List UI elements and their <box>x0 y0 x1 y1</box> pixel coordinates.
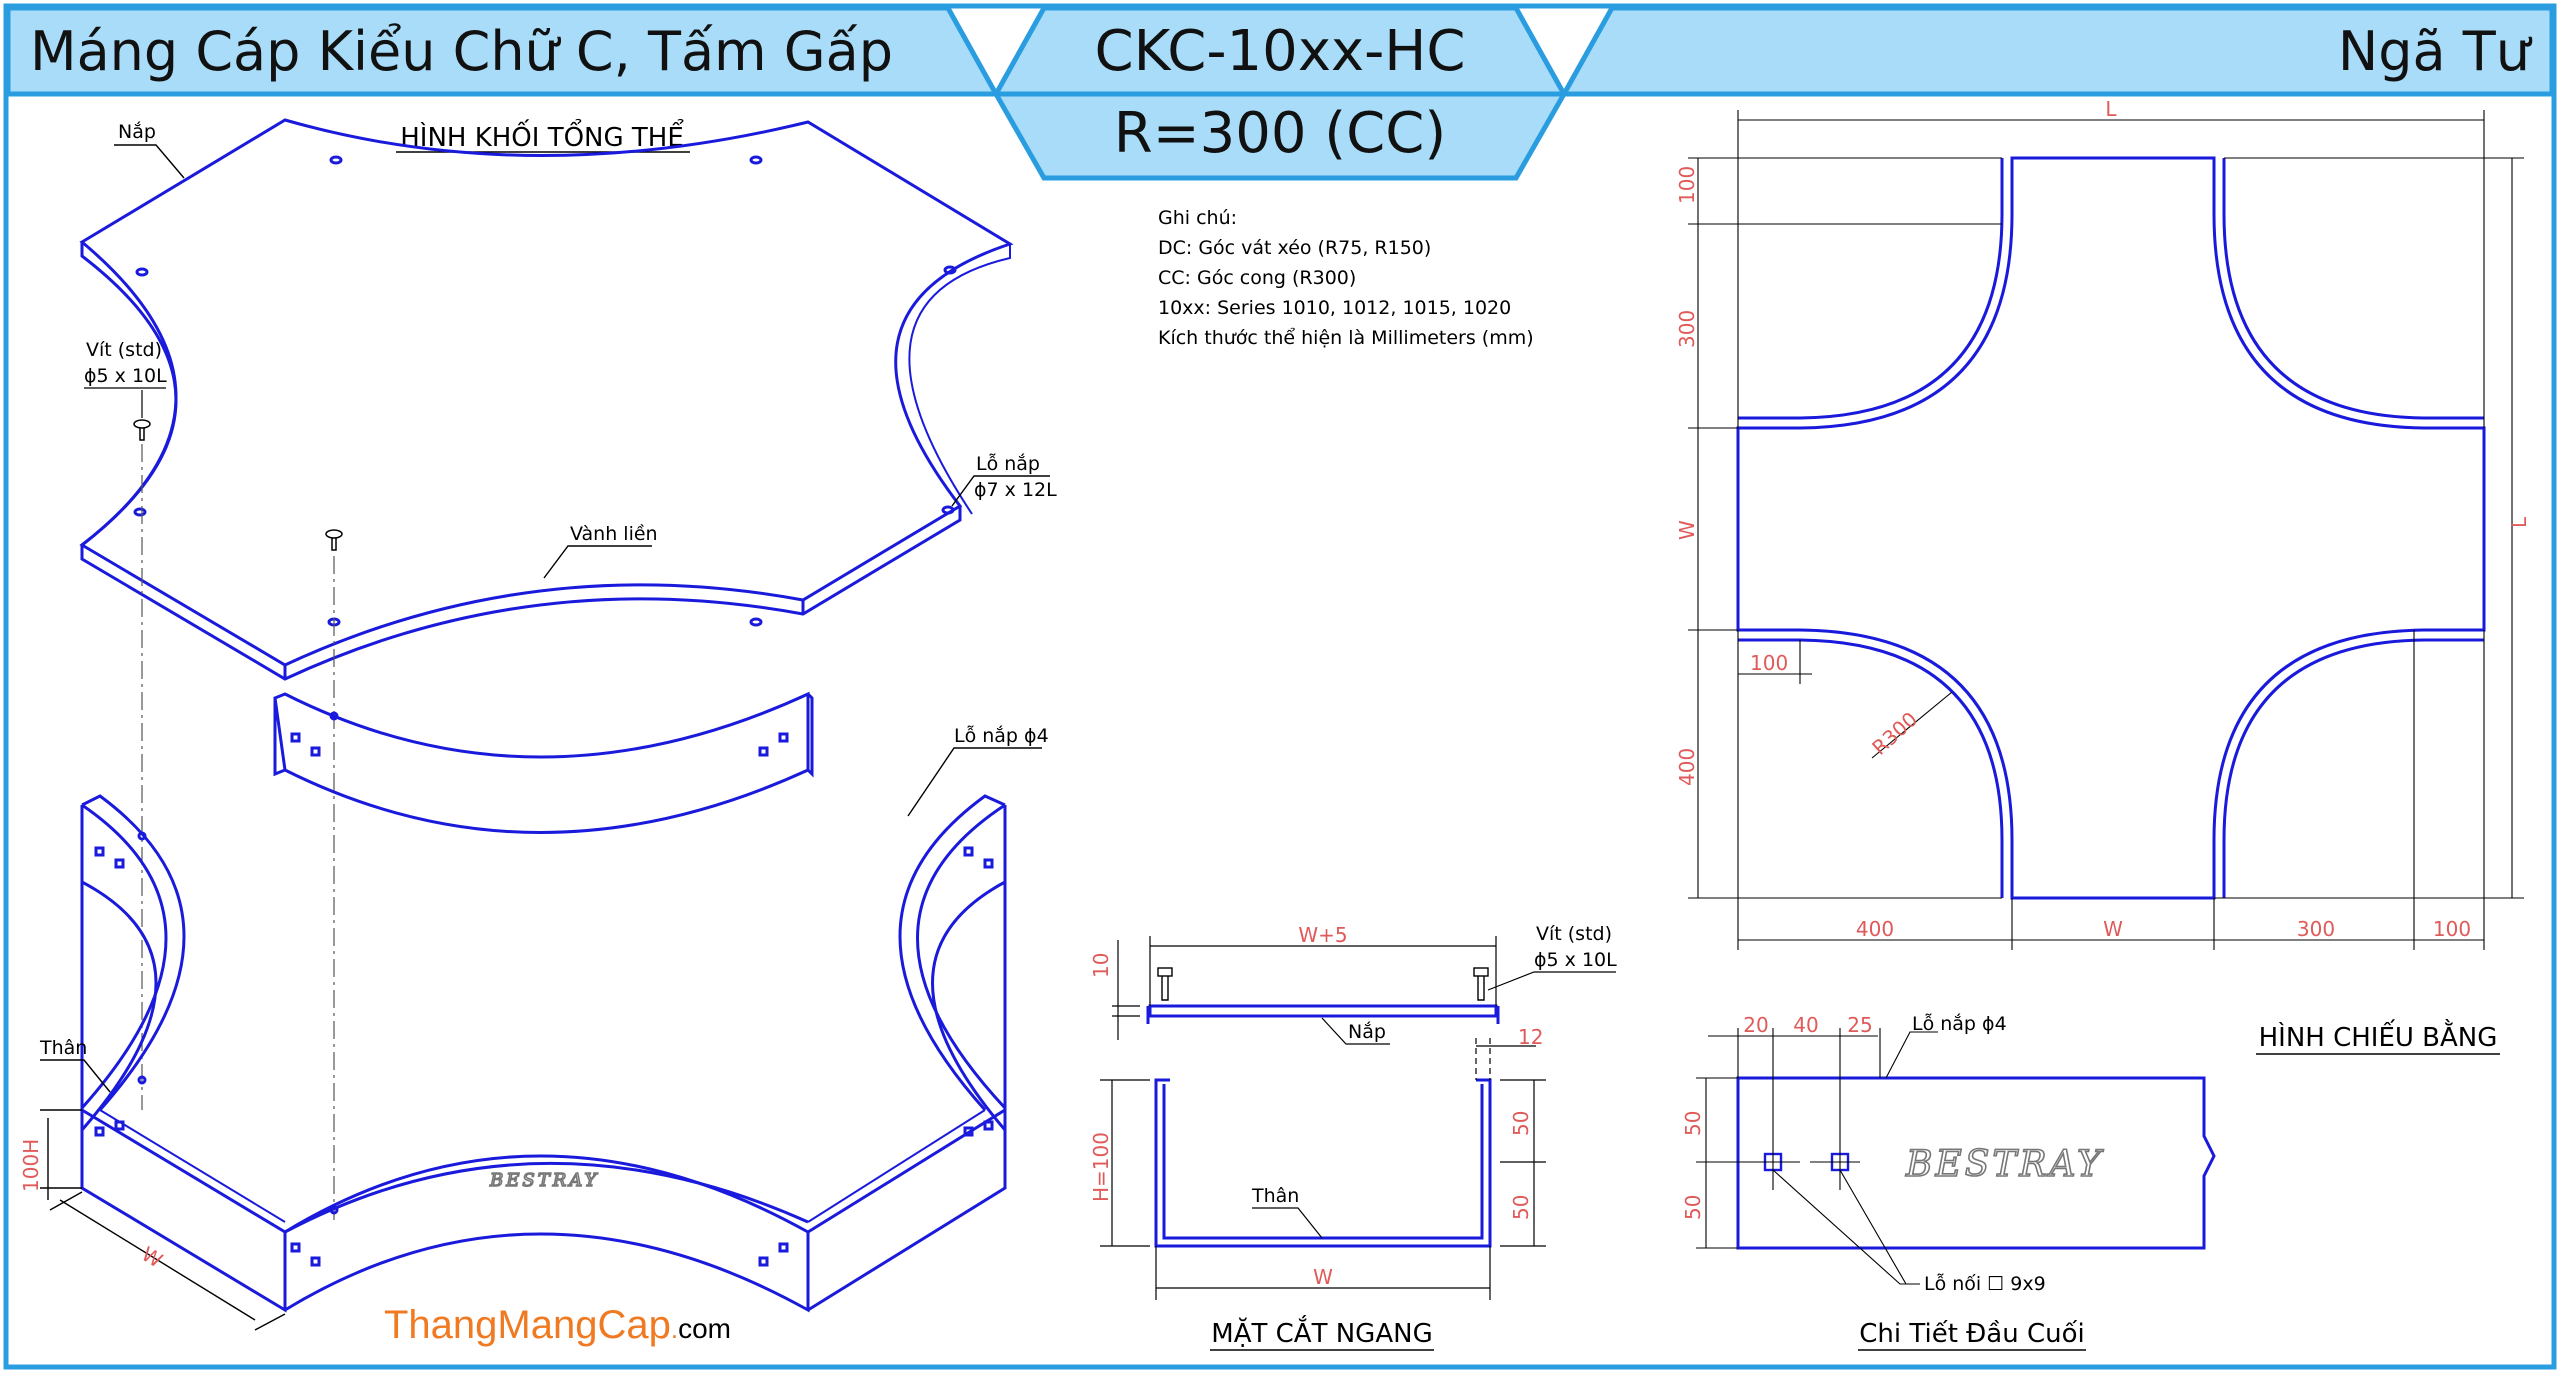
left-title: Máng Cáp Kiểu Chữ C, Tấm Gấp <box>30 20 893 83</box>
detail-dim-25: 25 <box>1847 1013 1872 1037</box>
plan-dimensions <box>1688 110 2524 950</box>
body-leader <box>40 1059 111 1093</box>
iso-dimensions <box>40 1109 286 1331</box>
detail-dim-40: 40 <box>1793 1013 1818 1037</box>
right-title: Ngã Tư <box>2338 20 2533 83</box>
brand-dot: . <box>671 1314 678 1344</box>
section-cover-label: Nắp <box>1348 1020 1386 1043</box>
body-hole-leader <box>907 747 1042 817</box>
section-profile <box>1146 1004 1500 1248</box>
cover-hole-leader <box>951 475 1050 507</box>
end-detail-view: 20 40 25 Lỗ nắp ϕ4 50 50 BESTRAY Lỗ nối … <box>1681 1012 2216 1351</box>
detail-dim-50a: 50 <box>1681 1111 1705 1136</box>
cover-leader <box>114 144 185 179</box>
iso-screw-label-2: ϕ5 x 10L <box>84 365 167 387</box>
plan-dim-100-bottom: 100 <box>2433 917 2471 941</box>
brand-wordmark: ThangMangCap.com <box>384 1303 731 1347</box>
plan-dim-r: R300 <box>1867 707 1922 760</box>
section-cover-leader <box>1321 1017 1390 1045</box>
detail-logo: BESTRAY <box>1905 1144 2104 1185</box>
plan-dim-w-left: W <box>1675 520 1699 540</box>
section-screws <box>1157 967 1489 1001</box>
iso-screw-label-1: Vít (std) <box>86 339 162 361</box>
section-body-label: Thân <box>1251 1185 1299 1207</box>
section-dimensions <box>1100 936 1546 1300</box>
code-text: CKC-10xx-HC <box>1094 19 1465 84</box>
cover-hole-label-2: ϕ7 x 12L <box>974 479 1057 501</box>
isometric-view: HÌNH KHỐI TỔNG THỂ <box>19 118 1057 1347</box>
detail-dim-50b: 50 <box>1681 1195 1705 1220</box>
section-dim-bottom: W <box>1313 1265 1333 1289</box>
body-tray <box>80 691 1007 1313</box>
section-screw-label-2: ϕ5 x 10L <box>1534 949 1617 971</box>
iso-dim-h: 100H <box>19 1139 43 1192</box>
radius-text: R=300 (CC) <box>1114 101 1446 166</box>
section-dim-50b: 50 <box>1509 1195 1533 1220</box>
plan-dim-300-left: 300 <box>1675 310 1699 348</box>
plan-dim-100-inner: 100 <box>1750 651 1788 675</box>
body-label: Thân <box>39 1037 87 1059</box>
section-dim-top: W+5 <box>1298 923 1347 947</box>
screw-icon <box>133 419 343 551</box>
right-title-cell <box>1559 5 2555 97</box>
plan-dim-400-bottom: 400 <box>1856 917 1894 941</box>
plan-dim-l-top: L <box>2105 97 2117 121</box>
rim-leader <box>543 545 652 579</box>
notes-line-4: Kích thước thể hiện là Millimeters (mm) <box>1158 327 1534 349</box>
section-body-leader <box>1252 1207 1323 1239</box>
assembly-guides <box>141 444 335 1220</box>
section-dim-50a: 50 <box>1509 1111 1533 1136</box>
section-screw-label-1: Vít (std) <box>1536 923 1612 945</box>
plan-view: L L 100 300 W 400 100 R300 400 W 300 100… <box>1675 97 2531 1055</box>
detail-dimensions <box>1696 1028 1938 1285</box>
cover-hole-label-1: Lỗ nắp <box>976 452 1040 475</box>
notes-line-1: DC: Góc vát xéo (R75, R150) <box>1158 237 1431 259</box>
section-dim-h: H=100 <box>1089 1132 1113 1202</box>
plan-outline <box>1736 156 2486 900</box>
iso-title: HÌNH KHỐI TỔNG THỂ <box>400 118 684 153</box>
detail-title: Chi Tiết Đầu Cuối <box>1859 1319 2084 1349</box>
iso-logo: BESTRAY <box>489 1170 599 1191</box>
plan-dim-w-bottom: W <box>2103 917 2123 941</box>
section-dim-12: 12 <box>1518 1025 1543 1049</box>
plan-dim-400-left: 400 <box>1675 748 1699 786</box>
brand-tld: com <box>678 1313 731 1344</box>
notes-line-3: 10xx: Series 1010, 1012, 1015, 1020 <box>1158 297 1511 319</box>
plan-dim-300-bottom: 300 <box>2297 917 2335 941</box>
notes-block: Ghi chú: DC: Góc vát xéo (R75, R150) CC:… <box>1158 207 1534 349</box>
section-screw-leader <box>1487 971 1616 991</box>
cover-plate <box>79 118 1014 681</box>
title-block: Máng Cáp Kiểu Chữ C, Tấm Gấp CKC-10xx-HC… <box>5 5 2555 181</box>
end-detail-outline <box>1736 1076 2216 1250</box>
body-hole-label: Lỗ nắp ϕ4 <box>954 724 1049 747</box>
cover-label: Nắp <box>118 120 156 143</box>
section-title: MẶT CẮT NGANG <box>1211 1314 1432 1349</box>
notes-heading: Ghi chú: <box>1158 207 1237 229</box>
plan-dim-100-left: 100 <box>1675 166 1699 204</box>
section-dim-lip: 10 <box>1089 953 1113 978</box>
detail-dim-20: 20 <box>1743 1013 1768 1037</box>
cross-section-view: W+5 W 10 H=100 12 50 50 Vít (std) ϕ5 x 1… <box>1089 923 1617 1351</box>
brand-name: ThangMangCap <box>384 1303 671 1347</box>
notes-line-2: CC: Góc cong (R300) <box>1158 267 1356 289</box>
sheet-frame <box>3 3 2557 1370</box>
plan-dim-l-right: L <box>2507 516 2531 528</box>
rim-label: Vành liền <box>570 523 658 545</box>
iso-dim-w: W <box>137 1242 167 1273</box>
detail-hole-label: Lỗ nắp ϕ4 <box>1912 1012 2007 1035</box>
joint-hole-label: Lỗ nối ☐ 9x9 <box>1924 1272 2046 1295</box>
plan-title: HÌNH CHIẾU BẰNG <box>2259 1018 2498 1053</box>
